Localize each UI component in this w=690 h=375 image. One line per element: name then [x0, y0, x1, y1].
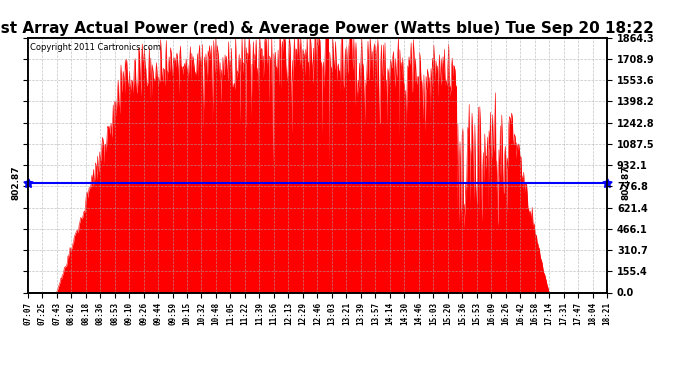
Title: East Array Actual Power (red) & Average Power (Watts blue) Tue Sep 20 18:22: East Array Actual Power (red) & Average …: [0, 21, 654, 36]
Text: 802.87: 802.87: [11, 165, 21, 200]
Text: 802.87: 802.87: [622, 165, 631, 200]
Text: Copyright 2011 Cartronics.com: Copyright 2011 Cartronics.com: [30, 43, 161, 52]
